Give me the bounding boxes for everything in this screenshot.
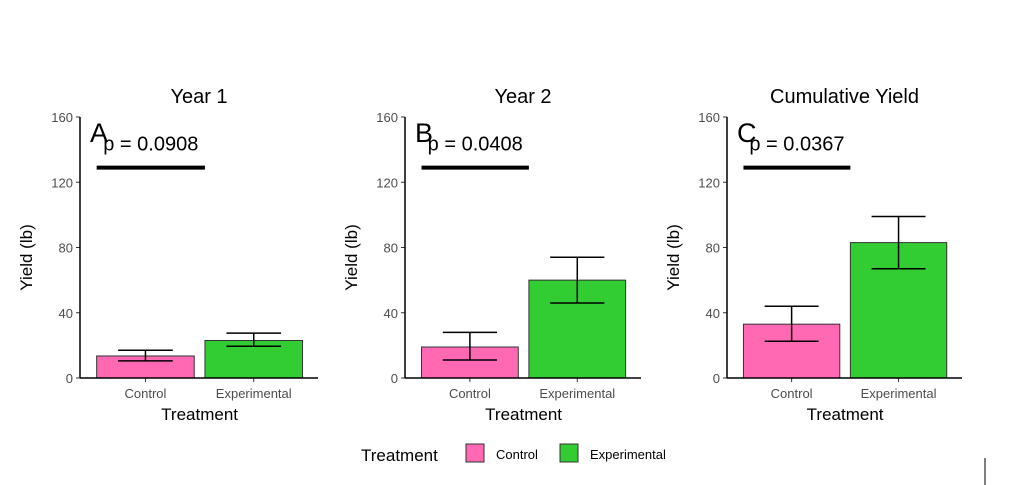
x-axis-label: Treatment <box>485 405 562 424</box>
x-tick-label: Control <box>449 386 491 401</box>
legend-swatch-control <box>465 443 485 463</box>
x-axis-label: Treatment <box>161 405 238 424</box>
x-tick-label: Experimental <box>861 386 937 401</box>
panel-title: Year 1 <box>170 86 227 108</box>
legend-label-experimental: Experimental <box>590 447 666 462</box>
y-tick-label: 80 <box>706 241 720 256</box>
legend-swatch-experimental <box>559 443 579 463</box>
legend-label-control: Control <box>496 447 538 462</box>
y-tick-label: 160 <box>698 110 720 125</box>
y-tick-label: 0 <box>391 371 398 386</box>
panel-label: B <box>415 118 433 148</box>
x-tick-label: Control <box>771 386 813 401</box>
panel-label: A <box>90 118 108 148</box>
y-tick-label: 120 <box>51 175 73 190</box>
x-axis-label: Treatment <box>807 405 884 424</box>
y-tick-label: 160 <box>51 110 73 125</box>
panel-title: Year 2 <box>494 86 551 108</box>
y-tick-label: 40 <box>384 306 398 321</box>
y-tick-label: 160 <box>376 110 398 125</box>
panel-title: Cumulative Yield <box>770 86 919 108</box>
x-tick-label: Experimental <box>216 386 292 401</box>
panel-b: Year 2 B 0 40 80 120 160 Control Experimental Tre… <box>342 86 641 424</box>
y-axis-label: Yield (lb) <box>17 224 36 290</box>
x-tick-label: Experimental <box>539 386 615 401</box>
panel-label: C <box>737 118 757 148</box>
y-tick-label: 80 <box>59 241 73 256</box>
y-tick-label: 120 <box>698 175 720 190</box>
panel-a: Year 1 A 0 40 80 120 160 Control Experimental Tre… <box>17 86 318 424</box>
p-value-annotation: p = 0.0908 <box>103 134 198 156</box>
y-axis-label: Yield (lb) <box>342 224 361 290</box>
legend-title: Treatment <box>361 446 438 465</box>
y-tick-label: 80 <box>384 241 398 256</box>
p-value-annotation: p = 0.0367 <box>749 134 844 156</box>
y-tick-label: 40 <box>706 306 720 321</box>
y-tick-label: 0 <box>713 371 720 386</box>
y-tick-label: 120 <box>376 175 398 190</box>
x-tick-label: Control <box>124 386 166 401</box>
p-value-annotation: p = 0.0408 <box>428 134 523 156</box>
y-tick-label: 0 <box>66 371 73 386</box>
legend: Treatment Control Experimental <box>361 443 666 465</box>
panel-c: Cumulative Yield C 0 40 80 120 160 Control Exper… <box>664 86 962 424</box>
y-tick-label: 40 <box>59 306 73 321</box>
y-axis-label: Yield (lb) <box>664 224 683 290</box>
